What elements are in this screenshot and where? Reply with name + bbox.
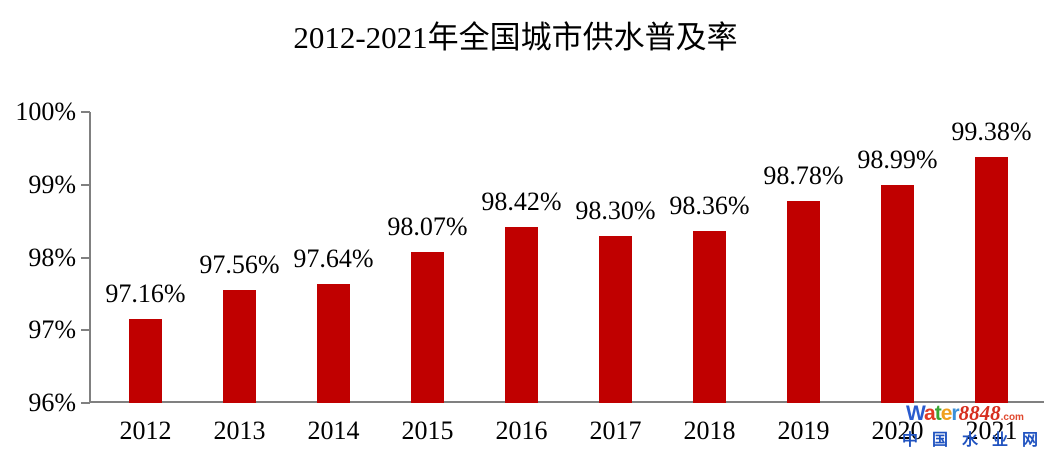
y-axis-label: 96% xyxy=(28,388,76,417)
watermark-brand-tld: .com xyxy=(1000,412,1024,423)
bar-value-label: 98.07% xyxy=(387,212,468,242)
x-axis-label: 2021 xyxy=(965,416,1018,445)
bar-2021 xyxy=(975,157,1008,403)
bar-value-label: 99.38% xyxy=(951,117,1032,147)
bar-value-label: 98.78% xyxy=(763,160,844,190)
watermark: Water8848.com 中国水业网 xyxy=(902,403,1046,450)
y-axis-tick xyxy=(81,111,90,113)
x-axis-label: 2015 xyxy=(401,416,454,445)
bar-2018 xyxy=(693,231,726,403)
y-axis-tick xyxy=(81,329,90,332)
y-axis-tick xyxy=(81,402,90,404)
x-axis-line xyxy=(89,401,1044,403)
x-axis-label: 2012 xyxy=(119,416,172,445)
bar-2020 xyxy=(881,185,914,403)
watermark-subtitle: 中国水业网 xyxy=(902,432,1051,449)
y-axis-line xyxy=(89,112,91,403)
bar-value-label: 97.16% xyxy=(105,278,186,308)
watermark-brand-number: 8848 xyxy=(958,401,1001,425)
brand-letter: a xyxy=(924,402,936,425)
bar-value-label: 98.99% xyxy=(857,145,938,175)
brand-letter: t xyxy=(934,402,942,425)
bar-value-label: 97.56% xyxy=(199,249,280,279)
y-axis-label: 99% xyxy=(28,169,76,199)
x-axis-label: 2019 xyxy=(777,416,830,445)
bar-2017 xyxy=(599,235,632,403)
bar-2014 xyxy=(317,283,350,403)
brand-letter: e xyxy=(940,402,953,425)
bar-2015 xyxy=(411,252,444,403)
brand-letter: r xyxy=(951,402,959,425)
bar-value-label: 98.42% xyxy=(481,186,562,216)
x-axis-label: 2017 xyxy=(589,416,642,445)
y-axis-label: 100% xyxy=(15,97,76,126)
y-axis-label: 97% xyxy=(28,315,76,345)
brand-letter: W xyxy=(906,402,925,425)
watermark-logo: Water8848.com xyxy=(906,403,1046,428)
bar-2016 xyxy=(505,226,538,403)
bar-2012 xyxy=(129,318,162,403)
x-axis-label: 2018 xyxy=(683,416,736,445)
x-axis-label: 2013 xyxy=(213,416,266,445)
y-axis-tick xyxy=(81,256,90,259)
watermark-brand-word: Water xyxy=(906,403,960,424)
x-axis-label: 2014 xyxy=(307,416,360,445)
y-axis-tick xyxy=(81,183,90,186)
y-axis-label: 98% xyxy=(28,242,76,272)
bar-value-label: 98.30% xyxy=(575,195,656,225)
x-axis-label: 2020 xyxy=(871,416,924,445)
bar-2019 xyxy=(787,200,820,403)
x-axis-label: 2016 xyxy=(495,416,548,445)
bar-2013 xyxy=(223,289,256,403)
chart-title: 2012-2021年全国城市供水普及率 xyxy=(293,20,738,55)
bar-value-label: 98.36% xyxy=(669,191,750,221)
bar-value-label: 97.64% xyxy=(293,243,374,273)
